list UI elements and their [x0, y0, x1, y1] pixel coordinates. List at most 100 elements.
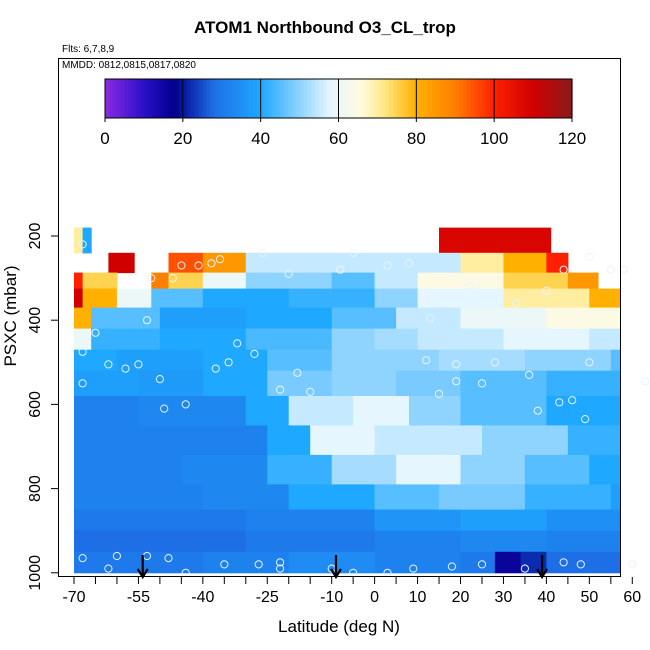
heatmap-cell: [610, 484, 621, 511]
observation-marker: [168, 274, 177, 283]
colorbar-cell: [303, 79, 308, 118]
observation-marker: [349, 248, 358, 257]
heatmap-cell: [396, 370, 461, 397]
colorbar-cell: [334, 79, 340, 118]
observation-marker: [258, 248, 268, 257]
flight-arrow: [136, 555, 149, 580]
x-tick-label: 40: [538, 589, 556, 606]
heatmap-cell: [74, 425, 161, 456]
heatmap-cell: [610, 349, 621, 372]
colorbar-cell: [354, 79, 359, 118]
observation-marker: [207, 259, 216, 268]
observation-marker: [254, 560, 263, 569]
heatmap-cell: [74, 328, 92, 351]
colorbar-cell: [338, 79, 343, 118]
x-tick-label: 0: [370, 589, 379, 606]
colorbar-cell: [178, 79, 184, 118]
observation-marker: [477, 560, 487, 569]
heatmap-cell: [288, 396, 354, 426]
colorbar-cell: [299, 79, 305, 118]
heatmap-cell: [267, 454, 333, 485]
colorbar-cell: [556, 79, 561, 118]
colorbar-tick-label: 40: [251, 129, 270, 148]
colorbar-cell: [466, 79, 472, 118]
colorbar-cell: [357, 79, 363, 118]
chart-title: ATOM1 Northbound O3_CL_trop: [194, 18, 456, 37]
observation-marker: [477, 379, 487, 388]
observation-marker: [641, 377, 650, 386]
colorbar-cell: [171, 79, 176, 118]
colorbar-cell: [256, 79, 262, 118]
y-tick-label: 200: [27, 223, 44, 250]
colorbar-cell: [105, 79, 110, 118]
colorbar-cell: [420, 79, 425, 118]
colorbar-cell: [268, 79, 273, 118]
colorbar-cell: [264, 79, 270, 118]
colorbar-cell: [167, 79, 172, 118]
colorbar-cell: [377, 79, 382, 118]
colorbar-cell: [295, 79, 301, 118]
colorbar-cell: [186, 79, 192, 118]
colorbar-cell: [443, 79, 449, 118]
observation-marker: [568, 396, 577, 405]
observation-marker: [284, 269, 293, 278]
colorbar-cell: [147, 79, 153, 118]
heatmap-cell: [396, 454, 461, 485]
colorbar-cell: [287, 79, 293, 118]
x-tick-label: 10: [409, 589, 427, 606]
heatmap-cell: [417, 328, 504, 351]
heatmap-cell: [374, 530, 461, 553]
colorbar-cell: [494, 79, 499, 118]
observation-marker: [177, 261, 186, 270]
heatmap-cell: [159, 328, 247, 351]
observation-marker: [112, 551, 122, 561]
x-tick-label: -70: [62, 589, 85, 606]
heatmap-cell: [288, 288, 376, 308]
observation-marker: [426, 314, 435, 323]
colorbar-tick-label: 80: [407, 129, 426, 148]
heatmap-cell: [417, 425, 483, 456]
heatmap-cell: [589, 454, 621, 485]
heatmap-cell: [460, 551, 496, 574]
heatmap-cell: [74, 288, 84, 308]
colorbar-cell: [564, 79, 569, 118]
observation-marker: [276, 385, 285, 394]
heatmap-cell: [245, 530, 376, 553]
x-tick-label: -40: [191, 589, 214, 606]
y-axis-label: PSXC (mbar): [1, 265, 20, 366]
heatmap-cell: [74, 370, 139, 397]
observation-marker: [160, 404, 169, 413]
heatmap-cell: [494, 551, 522, 574]
colorbar-cell: [342, 79, 347, 118]
colorbar-cell: [424, 79, 429, 118]
observation-marker: [422, 356, 431, 365]
colorbar-cell: [319, 79, 324, 118]
heatmap-cell: [331, 454, 397, 485]
heatmap-cell: [138, 396, 247, 426]
observation-marker: [215, 255, 225, 264]
heatmap-cell: [245, 396, 290, 426]
heatmap-cell: [353, 396, 410, 426]
colorbar-cell: [455, 79, 460, 118]
heatmap-cell: [439, 349, 526, 372]
colorbar-cell: [509, 79, 515, 118]
colorbar-cell: [389, 79, 394, 118]
colorbar-cell: [260, 79, 266, 118]
colorbar-cell: [326, 79, 332, 118]
colorbar-cell: [548, 79, 554, 118]
observation-marker: [164, 554, 173, 563]
colorbar-cell: [529, 79, 534, 118]
heatmap-cell: [503, 272, 569, 290]
colorbar-cell: [470, 79, 476, 118]
colorbar-cell: [447, 79, 452, 118]
colorbar-cell: [416, 79, 421, 118]
colorbar-cell: [361, 79, 367, 118]
colorbar-cell: [505, 79, 511, 118]
colorbar-cell: [217, 79, 223, 118]
colorbar-cell: [155, 79, 161, 118]
heatmap-cell: [460, 530, 547, 553]
observation-marker: [134, 360, 143, 369]
heatmap-cell: [74, 396, 139, 426]
x-tick-label: 50: [580, 589, 598, 606]
observation-markers: [78, 240, 650, 577]
